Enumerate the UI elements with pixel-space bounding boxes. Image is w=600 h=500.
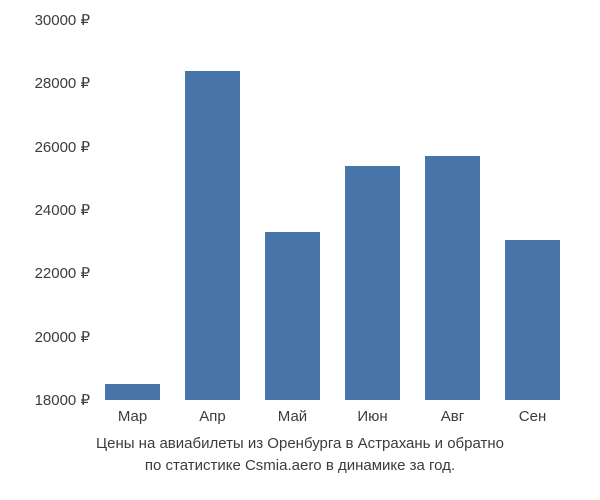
caption-line-1: Цены на авиабилеты из Оренбурга в Астрах… bbox=[96, 435, 504, 452]
x-tick-label: Мар bbox=[118, 408, 147, 425]
x-tick-label: Май bbox=[278, 408, 307, 425]
y-tick-label: 20000 ₽ bbox=[0, 328, 90, 346]
chart-plot-area bbox=[100, 20, 580, 400]
y-tick-label: 24000 ₽ bbox=[0, 201, 90, 219]
y-tick-label: 22000 ₽ bbox=[0, 264, 90, 282]
chart-caption: Цены на авиабилеты из Оренбурга в Астрах… bbox=[0, 433, 600, 477]
caption-line-2: по статистике Csmia.aero в динамике за г… bbox=[145, 457, 455, 474]
x-tick-label: Авг bbox=[441, 408, 464, 425]
bar bbox=[345, 166, 400, 400]
x-tick-label: Июн bbox=[357, 408, 387, 425]
x-tick-label: Апр bbox=[199, 408, 225, 425]
bar bbox=[265, 232, 320, 400]
y-tick-label: 26000 ₽ bbox=[0, 138, 90, 156]
bar bbox=[105, 384, 160, 400]
bar bbox=[425, 156, 480, 400]
x-tick-label: Сен bbox=[519, 408, 546, 425]
bar bbox=[185, 71, 240, 400]
y-tick-label: 18000 ₽ bbox=[0, 391, 90, 409]
bars-group bbox=[100, 20, 580, 400]
y-tick-label: 28000 ₽ bbox=[0, 74, 90, 92]
y-tick-label: 30000 ₽ bbox=[0, 11, 90, 29]
bar bbox=[505, 240, 560, 400]
